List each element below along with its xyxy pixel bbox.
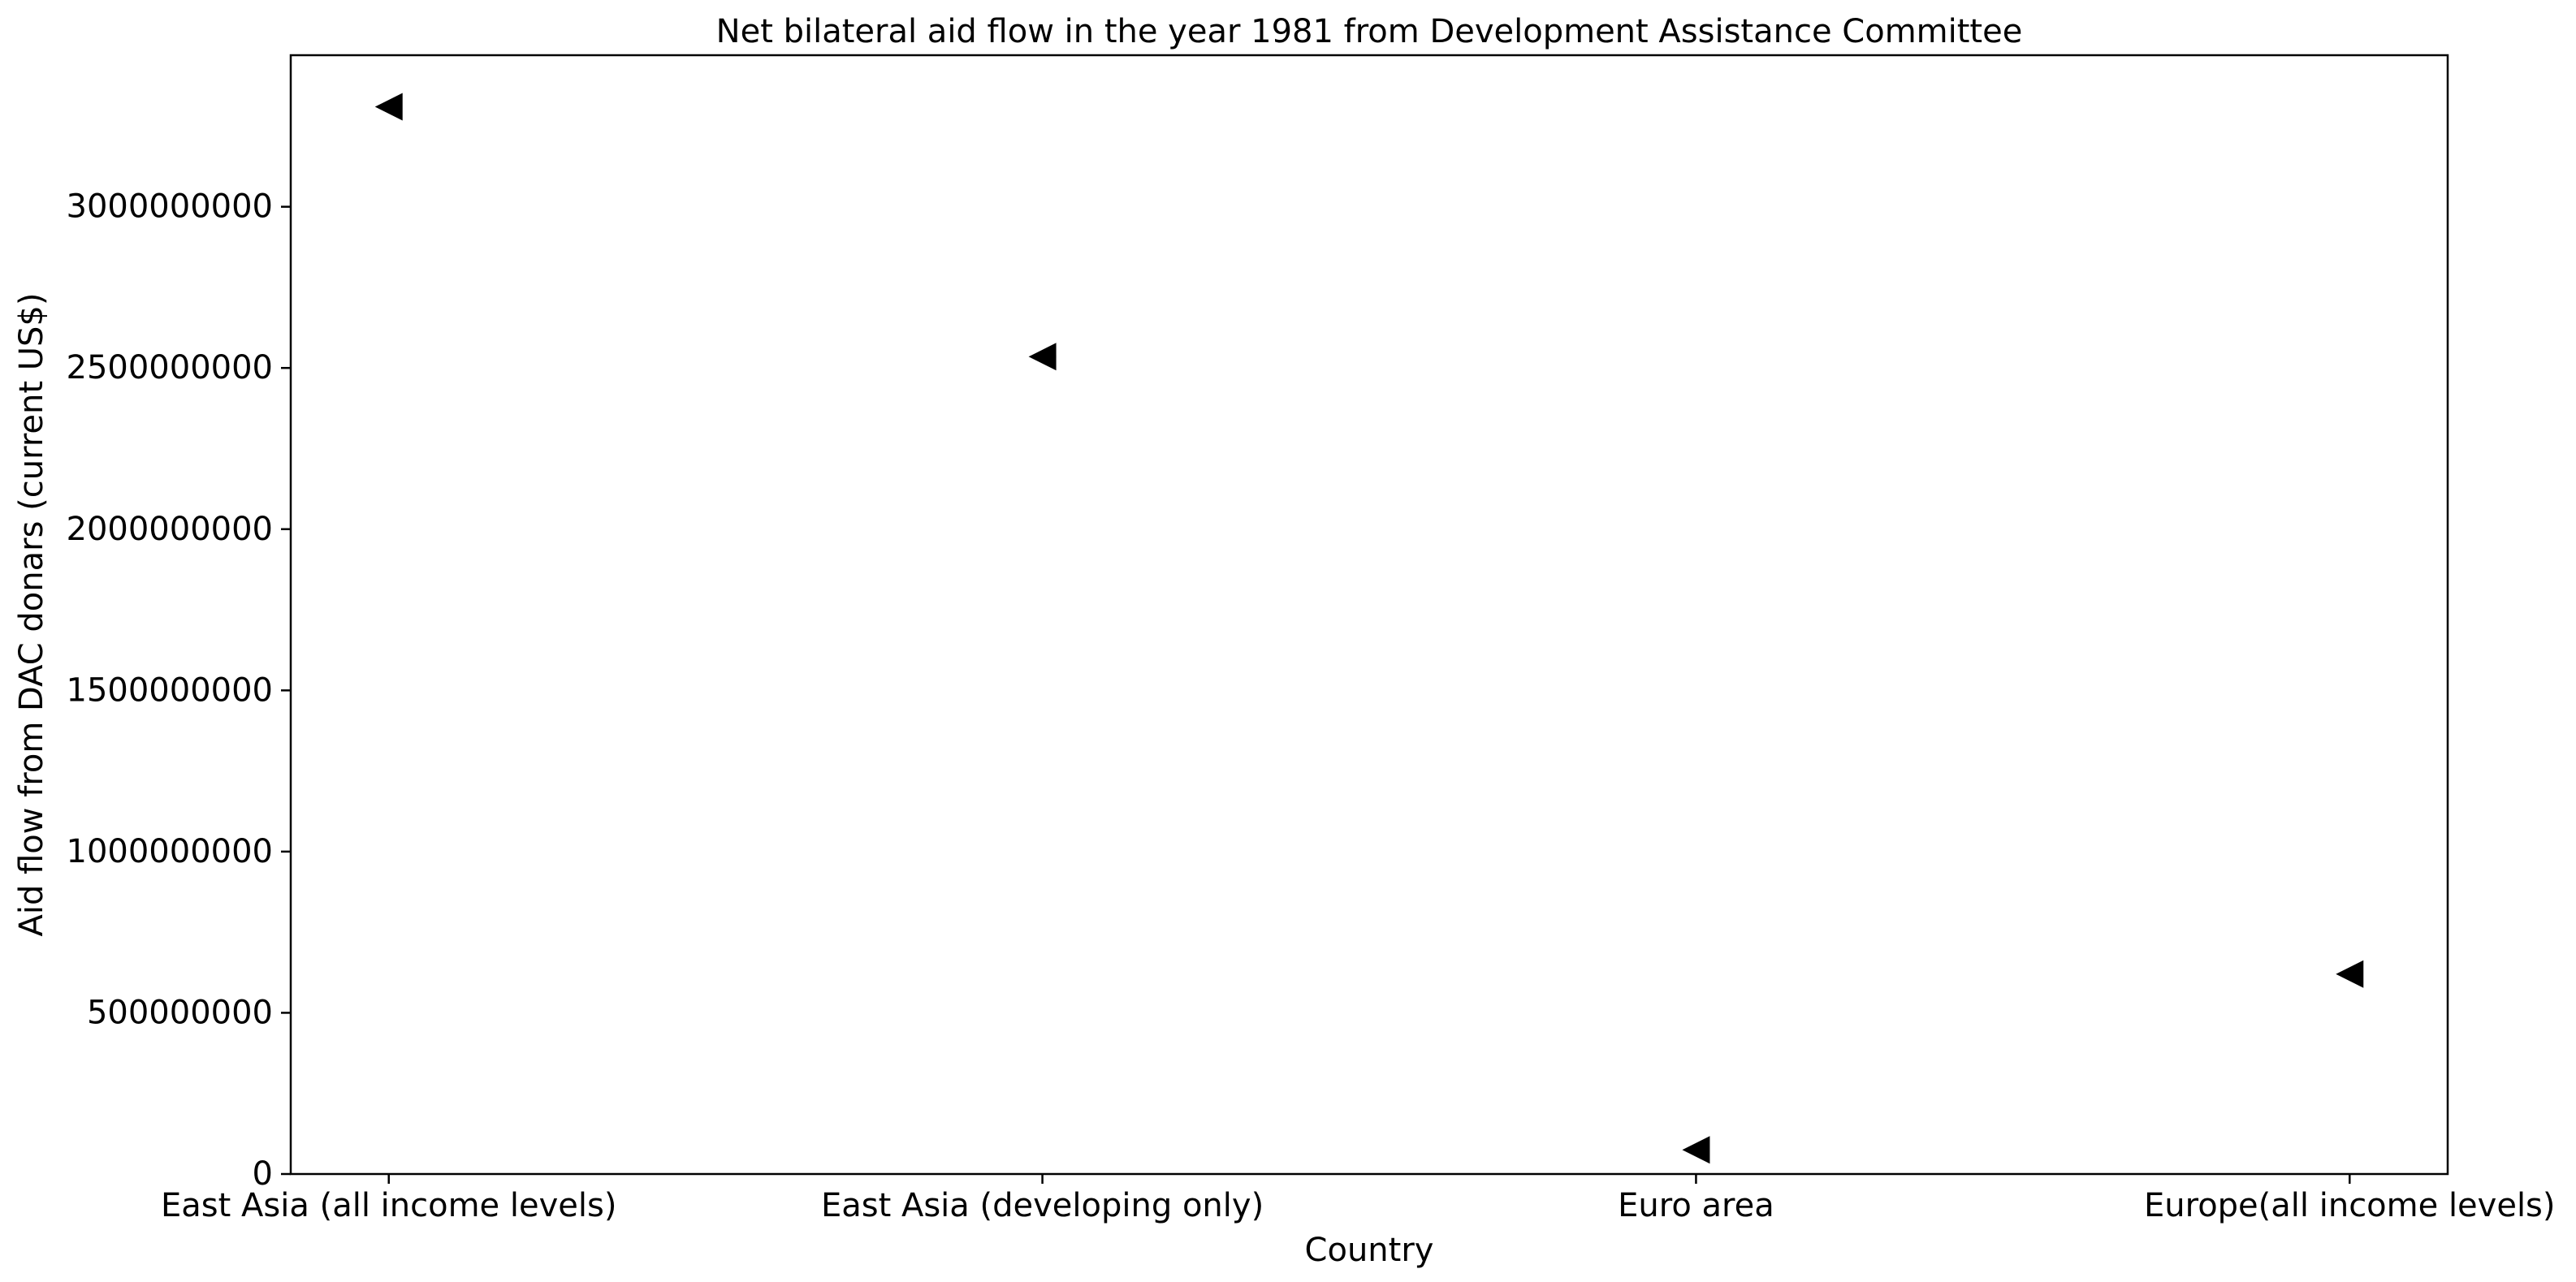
data-point-marker <box>2336 960 2364 988</box>
x-tick-label: Europe(all income levels) <box>2144 1187 2556 1224</box>
y-tick-label: 3000000000 <box>67 188 274 226</box>
x-tick-label: East Asia (developing only) <box>821 1187 1264 1224</box>
y-tick-label: 2000000000 <box>67 511 274 548</box>
y-axis: 0 500000000 1000000000 1500000000 2000000000… <box>67 188 291 1193</box>
x-axis-label: Country <box>1305 1232 1434 1269</box>
y-axis-label: Aid flow from DAC donars (current US$) <box>13 293 50 937</box>
y-tick-label: 1500000000 <box>67 671 274 709</box>
x-axis: East Asia (all income levels) East Asia (… <box>161 1174 2556 1224</box>
data-series <box>374 93 2364 1164</box>
y-tick-label: 0 <box>253 1155 273 1193</box>
x-tick-label: East Asia (all income levels) <box>161 1187 616 1224</box>
data-point-marker <box>1682 1136 1710 1164</box>
x-tick-label: Euro area <box>1618 1187 1774 1224</box>
y-tick-label: 500000000 <box>87 994 273 1031</box>
y-tick-label: 1000000000 <box>67 833 274 870</box>
data-point-marker <box>1028 343 1057 371</box>
chart-title: Net bilateral aid flow in the year 1981 … <box>716 13 2023 50</box>
data-point-marker <box>374 93 403 121</box>
plot-frame <box>289 54 2449 1176</box>
y-tick-label: 2500000000 <box>67 349 274 386</box>
